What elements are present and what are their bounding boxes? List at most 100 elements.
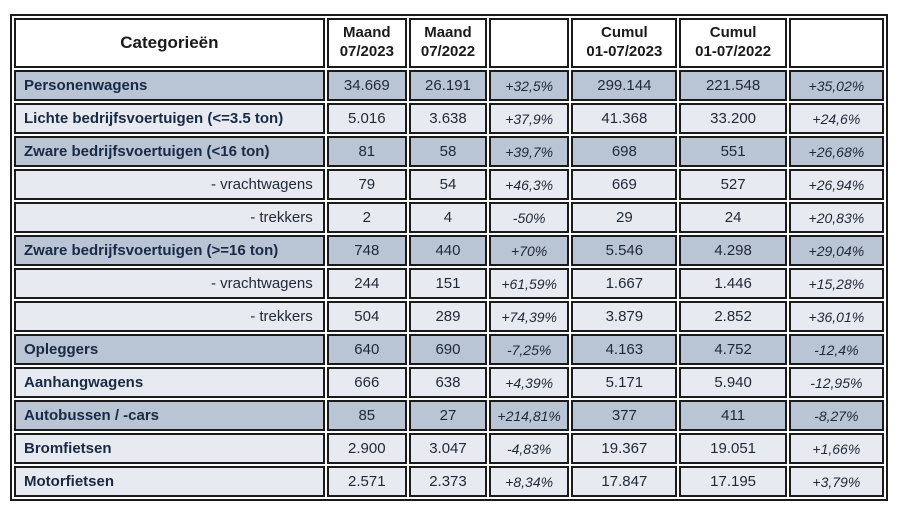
value-cell: 79	[326, 169, 407, 200]
value-cell: 81	[326, 136, 407, 167]
table-body: Personenwagens 34.669 26.191 +32,5% 299.144 2…	[14, 70, 884, 497]
percent-cell: +20,83%	[788, 202, 884, 233]
header-cumul-2022-line1: Cumul	[709, 24, 757, 42]
value-cell: 1.667	[571, 268, 678, 299]
value-cell: 4.298	[679, 235, 787, 266]
value-cell: 27	[408, 400, 488, 431]
percent-cell: +26,94%	[788, 169, 884, 200]
percent-cell: +32,5%	[489, 70, 570, 101]
percent-cell: +35,02%	[788, 70, 884, 101]
value-cell: 17.195	[679, 466, 787, 497]
percent-cell: +39,7%	[489, 136, 570, 167]
value-cell: 221.548	[679, 70, 787, 101]
value-cell: 17.847	[571, 466, 678, 497]
header-maand-2022: Maand 07/2022	[408, 18, 488, 68]
percent-cell: +29,04%	[788, 235, 884, 266]
percent-cell: +1,66%	[788, 433, 884, 464]
value-cell: 54	[408, 169, 488, 200]
category-cell: Zware bedrijfsvoertuigen (<16 ton)	[14, 136, 325, 167]
header-cumul-2023: Cumul 01-07/2023	[571, 18, 678, 68]
percent-cell: +15,28%	[788, 268, 884, 299]
value-cell: 690	[408, 334, 488, 365]
value-cell: 698	[571, 136, 678, 167]
value-cell: 748	[326, 235, 407, 266]
value-cell: 41.368	[571, 103, 678, 134]
percent-cell: -8,27%	[788, 400, 884, 431]
value-cell: 58	[408, 136, 488, 167]
value-cell: 440	[408, 235, 488, 266]
percent-cell: +70%	[489, 235, 570, 266]
value-cell: 2	[326, 202, 407, 233]
percent-cell: +214,81%	[489, 400, 570, 431]
value-cell: 4.752	[679, 334, 787, 365]
table-row: - vrachtwagens 79 54 +46,3% 669 527 +26,94%	[14, 169, 884, 200]
table-row: Bromfietsen 2.900 3.047 -4,83% 19.367 19.051 +…	[14, 433, 884, 464]
value-cell: 527	[679, 169, 787, 200]
value-cell: 3.047	[408, 433, 488, 464]
percent-cell: +3,79%	[788, 466, 884, 497]
value-cell: 299.144	[571, 70, 678, 101]
header-maand-2023: Maand 07/2023	[326, 18, 407, 68]
value-cell: 504	[326, 301, 407, 332]
value-cell: 2.373	[408, 466, 488, 497]
value-cell: 34.669	[326, 70, 407, 101]
percent-cell: +46,3%	[489, 169, 570, 200]
value-cell: 2.900	[326, 433, 407, 464]
percent-cell: -12,4%	[788, 334, 884, 365]
table-row: Motorfietsen 2.571 2.373 +8,34% 17.847 17.195…	[14, 466, 884, 497]
value-cell: 4.163	[571, 334, 678, 365]
table-header: Categorieën Maand 07/2023 Maand 07/2022 …	[14, 18, 884, 68]
percent-cell: +36,01%	[788, 301, 884, 332]
value-cell: 377	[571, 400, 678, 431]
value-cell: 551	[679, 136, 787, 167]
vehicle-registrations-table: Categorieën Maand 07/2023 Maand 07/2022 …	[10, 14, 888, 501]
value-cell: 33.200	[679, 103, 787, 134]
category-cell: Personenwagens	[14, 70, 325, 101]
category-cell: - vrachtwagens	[14, 169, 325, 200]
header-maand-2023-line2: 07/2023	[339, 43, 394, 60]
table-row: Zware bedrijfsvoertuigen (<16 ton) 81 58 +3…	[14, 136, 884, 167]
category-cell: Autobussen / -cars	[14, 400, 325, 431]
category-cell: Zware bedrijfsvoertuigen (>=16 ton)	[14, 235, 325, 266]
header-row: Categorieën Maand 07/2023 Maand 07/2022 …	[14, 18, 884, 68]
value-cell: 29	[571, 202, 678, 233]
category-cell: Aanhangwagens	[14, 367, 325, 398]
percent-cell: +61,59%	[489, 268, 570, 299]
value-cell: 2.571	[326, 466, 407, 497]
category-cell: Opleggers	[14, 334, 325, 365]
value-cell: 638	[408, 367, 488, 398]
table-row: Lichte bedrijfsvoertuigen (<=3.5 ton) 5.0…	[14, 103, 884, 134]
value-cell: 151	[408, 268, 488, 299]
value-cell: 19.051	[679, 433, 787, 464]
value-cell: 4	[408, 202, 488, 233]
header-maand-2022-line1: Maand	[424, 24, 472, 42]
percent-cell: +4,39%	[489, 367, 570, 398]
value-cell: 669	[571, 169, 678, 200]
value-cell: 19.367	[571, 433, 678, 464]
table-row: - vrachtwagens 244 151 +61,59% 1.667 1.446 +15…	[14, 268, 884, 299]
category-cell: - trekkers	[14, 301, 325, 332]
value-cell: 5.546	[571, 235, 678, 266]
value-cell: 3.638	[408, 103, 488, 134]
table-row: Opleggers 640 690 -7,25% 4.163 4.752 -12,4%	[14, 334, 884, 365]
value-cell: 2.852	[679, 301, 787, 332]
header-maand-2023-line1: Maand	[343, 24, 391, 42]
value-cell: 85	[326, 400, 407, 431]
table-row: Autobussen / -cars 85 27 +214,81% 377 411 -8,2…	[14, 400, 884, 431]
header-maand-2022-line2: 07/2022	[420, 43, 476, 60]
value-cell: 5.016	[326, 103, 407, 134]
percent-cell: -50%	[489, 202, 570, 233]
percent-cell: +26,68%	[788, 136, 884, 167]
table-row: Aanhangwagens 666 638 +4,39% 5.171 5.940 -12,9…	[14, 367, 884, 398]
value-cell: 289	[408, 301, 488, 332]
table-row: - trekkers 2 4 -50% 29 24 +20,83%	[14, 202, 884, 233]
category-cell: - vrachtwagens	[14, 268, 325, 299]
value-cell: 26.191	[408, 70, 488, 101]
value-cell: 640	[326, 334, 407, 365]
value-cell: 24	[679, 202, 787, 233]
percent-cell: -7,25%	[489, 334, 570, 365]
value-cell: 666	[326, 367, 407, 398]
percent-cell: -12,95%	[788, 367, 884, 398]
percent-cell: +8,34%	[489, 466, 570, 497]
percent-cell: +74,39%	[489, 301, 570, 332]
